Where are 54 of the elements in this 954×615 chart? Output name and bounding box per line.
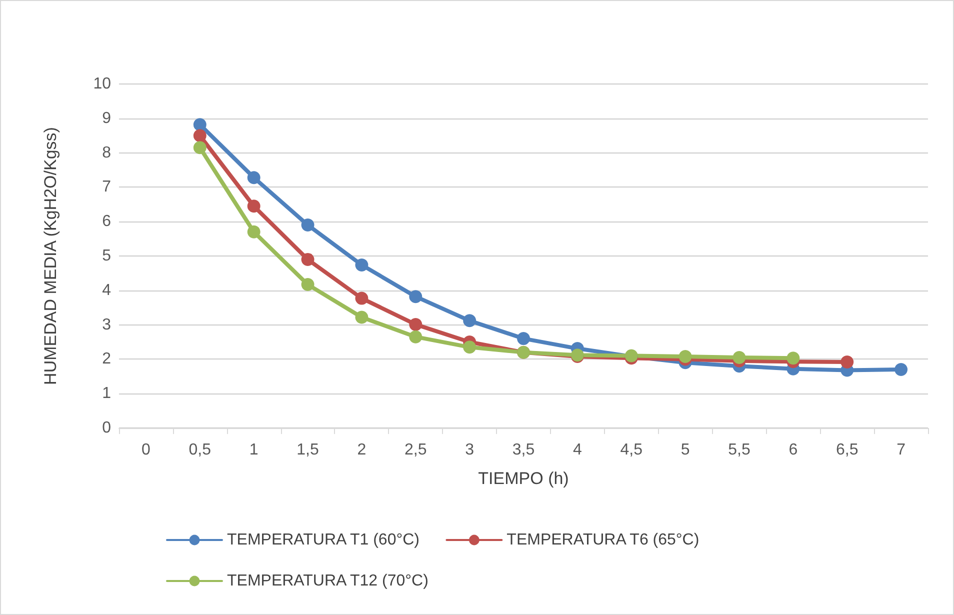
x-tick-label: 4 xyxy=(572,442,582,458)
x-tick-label: 4,5 xyxy=(620,442,643,458)
x-axis-title: TIEMPO (h) xyxy=(478,469,569,488)
y-tick-label: 10 xyxy=(93,76,112,92)
y-tick-label: 5 xyxy=(102,248,112,264)
x-tick-label: 2 xyxy=(357,442,366,458)
legend-label: TEMPERATURA T1 (60°C) xyxy=(227,532,420,548)
point xyxy=(247,171,260,184)
point xyxy=(840,355,854,368)
y-tick-label: 4 xyxy=(102,282,112,299)
point xyxy=(894,363,908,376)
x-tick-label: 3,5 xyxy=(512,442,535,458)
x-tick-label: 6,5 xyxy=(836,442,858,458)
y-tick-label: 2 xyxy=(102,350,112,368)
point xyxy=(193,129,206,142)
point xyxy=(247,200,260,213)
legend-label: TEMPERATURA T6 (65°C) xyxy=(506,532,700,548)
x-tick-label: 1 xyxy=(249,442,258,458)
y-tick-label: 1 xyxy=(102,385,112,402)
x-tick-label: 2,5 xyxy=(404,442,427,458)
x-tick-label: 7 xyxy=(896,442,906,458)
point xyxy=(301,252,314,266)
point xyxy=(355,258,368,272)
point xyxy=(409,290,422,304)
y-tick-label: 9 xyxy=(102,110,112,127)
point xyxy=(301,278,314,292)
y-tick-label: 6 xyxy=(102,213,112,230)
point xyxy=(517,332,530,346)
x-tick-label: 0 xyxy=(142,442,151,458)
point xyxy=(193,118,206,132)
y-tick-label: 7 xyxy=(102,178,112,196)
y-tick-label: 8 xyxy=(102,144,112,162)
legend-label: TEMPERATURA T12 (70°C) xyxy=(227,572,428,590)
y-tick-label: 0 xyxy=(102,420,112,436)
point xyxy=(409,318,422,331)
point xyxy=(409,330,422,344)
point xyxy=(355,310,368,324)
point xyxy=(732,350,746,364)
x-tick-label: 0,5 xyxy=(188,442,212,458)
point xyxy=(193,141,206,154)
x-tick-label: 6 xyxy=(788,442,798,458)
point xyxy=(355,292,368,305)
point xyxy=(678,350,692,363)
point xyxy=(463,340,476,354)
y-axis-title: HUMEDAD MEDIA (KgH2O/Kgss) xyxy=(41,127,60,385)
x-tick-label: 1,5 xyxy=(296,442,319,458)
point xyxy=(301,218,314,232)
point xyxy=(786,352,800,365)
x-tick-label: 5 xyxy=(680,442,690,458)
x-tick-label: 3 xyxy=(465,442,474,458)
y-tick-label: 3 xyxy=(102,316,112,334)
x-tick-label: 5,5 xyxy=(728,442,750,458)
point xyxy=(247,225,260,238)
point xyxy=(463,314,476,328)
